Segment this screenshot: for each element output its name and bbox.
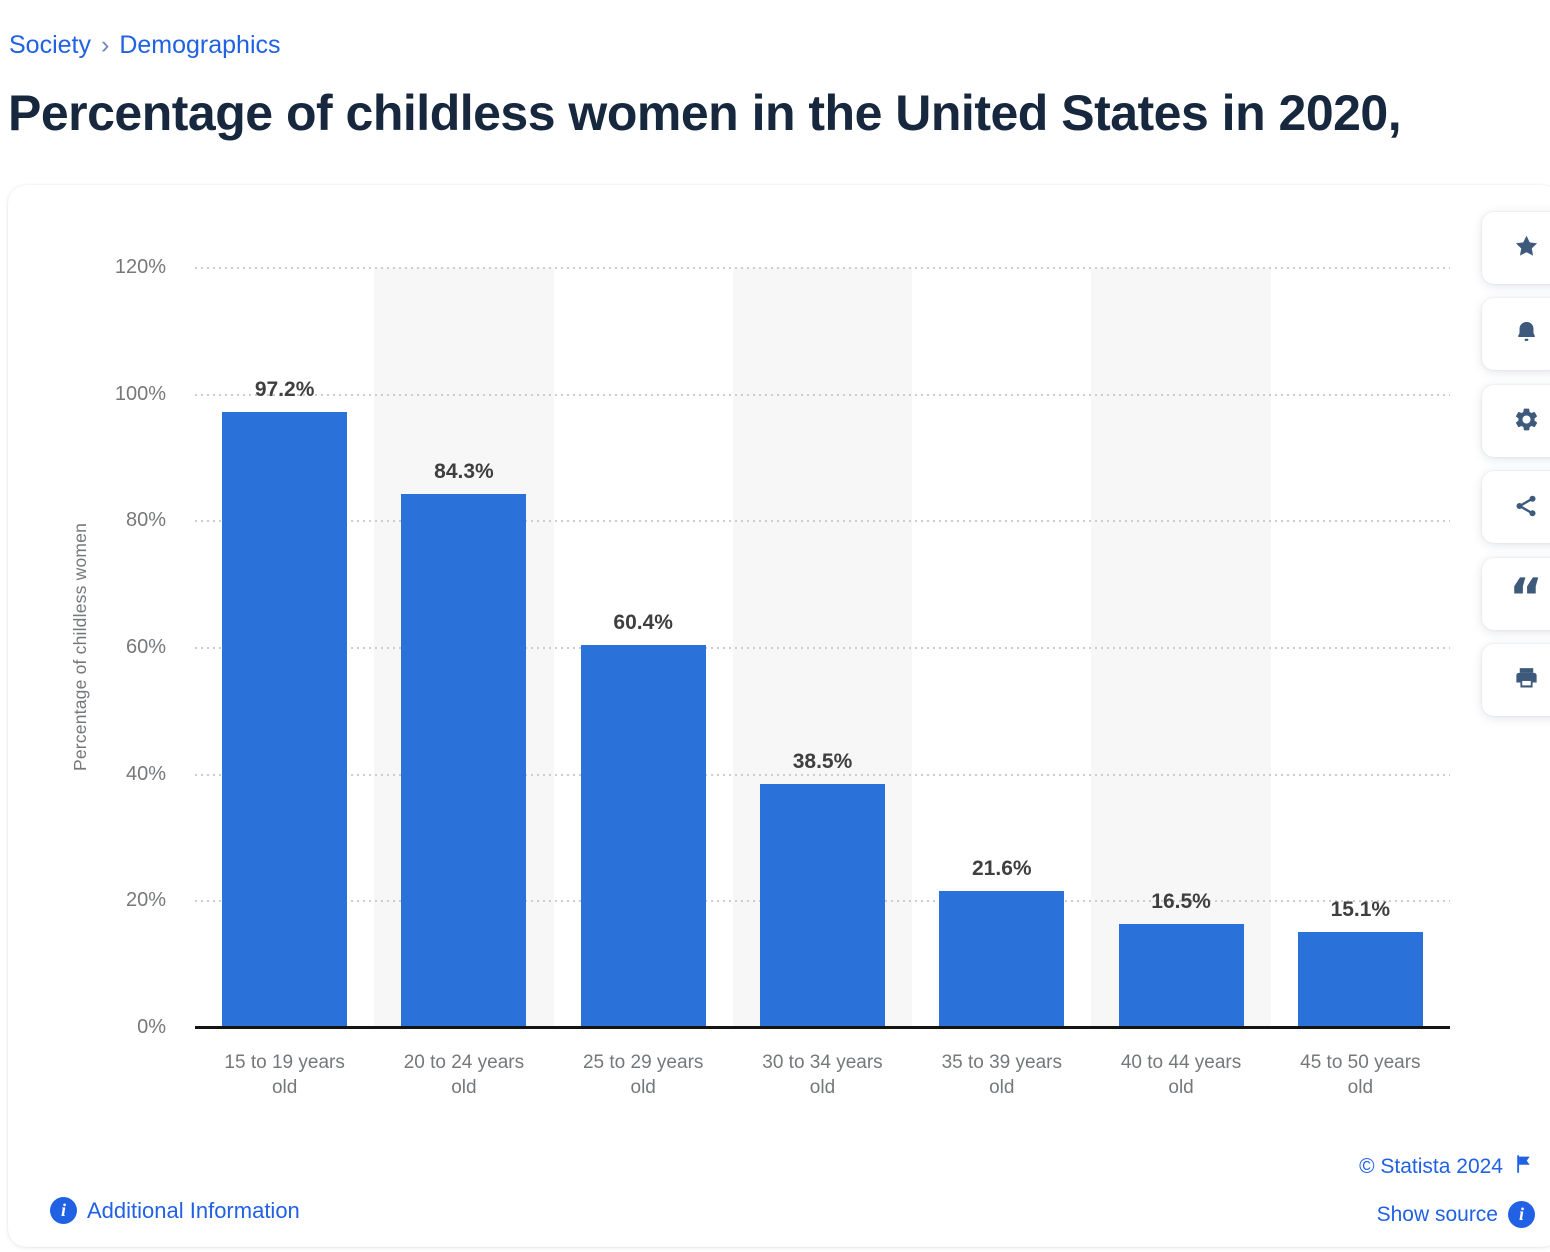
- star-icon: [1513, 233, 1540, 263]
- cite-button[interactable]: “: [1482, 558, 1550, 630]
- breadcrumb-link-demographics[interactable]: Demographics: [119, 31, 281, 59]
- bar[interactable]: [580, 645, 706, 1028]
- bar[interactable]: [939, 891, 1065, 1028]
- page-title: Percentage of childless women in the Uni…: [8, 85, 1402, 141]
- bar[interactable]: [401, 494, 527, 1028]
- gear-icon: [1513, 406, 1540, 436]
- breadcrumb-link-society[interactable]: Society: [9, 31, 91, 59]
- info-icon: [50, 1197, 77, 1224]
- show-source-label: Show source: [1376, 1202, 1498, 1226]
- flag-icon: [1513, 1152, 1535, 1182]
- share-button[interactable]: [1482, 471, 1550, 543]
- bar[interactable]: [1297, 932, 1423, 1028]
- show-source-link[interactable]: Show source: [1377, 1201, 1535, 1228]
- copyright-label: © Statista 2024: [1359, 1155, 1503, 1178]
- share-icon: [1513, 493, 1539, 522]
- breadcrumb: Society › Demographics: [9, 31, 281, 60]
- bar[interactable]: [760, 784, 885, 1028]
- breadcrumb-separator: ›: [100, 31, 110, 59]
- y-axis-title: Percentage of childless women: [70, 523, 90, 772]
- bar[interactable]: [1118, 923, 1244, 1028]
- additional-information-label: Additional Information: [87, 1197, 300, 1223]
- statista-copyright-link[interactable]: © Statista 2024: [1359, 1152, 1535, 1182]
- settings-button[interactable]: [1482, 385, 1550, 457]
- alerts-button[interactable]: [1482, 298, 1550, 370]
- quote-icon: “: [1508, 568, 1544, 628]
- bell-icon: [1513, 319, 1540, 349]
- print-button[interactable]: [1482, 644, 1550, 716]
- favorite-button[interactable]: [1482, 212, 1550, 284]
- additional-information-link[interactable]: Additional Information: [50, 1197, 300, 1224]
- printer-icon: [1513, 665, 1540, 695]
- info-icon: [1508, 1201, 1535, 1228]
- bar[interactable]: [222, 412, 348, 1028]
